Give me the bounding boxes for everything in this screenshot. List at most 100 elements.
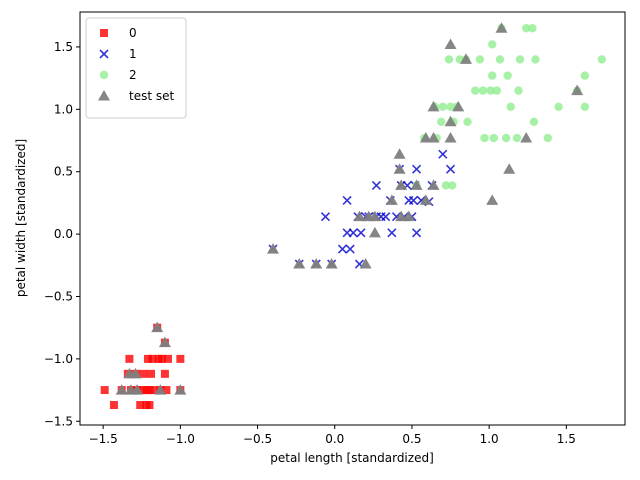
- y-tick-label: −0.5: [44, 289, 73, 303]
- data-point-series-test-set: [131, 384, 144, 395]
- data-point-series-2: [597, 55, 607, 64]
- data-point-series-2: [506, 102, 515, 112]
- data-point-series-test-set: [427, 179, 440, 190]
- data-point-series-0: [125, 354, 134, 363]
- data-point-series-0: [164, 354, 173, 363]
- y-tick-label: 0.5: [54, 165, 73, 179]
- data-point-series-2: [486, 86, 495, 95]
- legend-box: [85, 17, 187, 119]
- data-point-series-test-set: [452, 100, 465, 112]
- y-axis-ticks: −1.5 −1.0 −0.5 0.0 0.5 1.0 1.5: [44, 40, 80, 428]
- data-point-series-2: [528, 24, 537, 33]
- legend-marker-test-set: [98, 90, 110, 101]
- legend-marker-0: [100, 29, 108, 37]
- data-point-series-test-set: [174, 384, 187, 395]
- data-point-series-1: [348, 228, 358, 238]
- data-point-series-2: [438, 102, 448, 112]
- legend-marker-1: [99, 49, 109, 59]
- data-point-series-1: [387, 228, 397, 238]
- data-point-series-0: [143, 354, 152, 363]
- data-point-series-test-set: [444, 132, 457, 143]
- data-point-series-2: [554, 102, 563, 112]
- data-point-series-1: [342, 195, 352, 205]
- data-point-series-test-set: [402, 210, 415, 222]
- data-point-series-1: [445, 164, 456, 174]
- data-point-series-2: [515, 55, 525, 64]
- y-tick-label: 0.0: [54, 227, 73, 241]
- data-point-series-2: [521, 24, 531, 33]
- y-tick-label: −1.5: [44, 414, 73, 428]
- data-point-series-test-set: [410, 179, 423, 190]
- legend-marker-2: [99, 70, 109, 80]
- data-point-series-test-set: [427, 132, 440, 143]
- x-tick-label: 0.5: [402, 432, 421, 446]
- data-point-series-2: [580, 102, 590, 112]
- data-point-series-test-set: [151, 321, 164, 333]
- x-tick-label: 1.0: [480, 432, 499, 446]
- data-point-series-test-set: [353, 210, 366, 222]
- data-point-series-test-set: [266, 243, 279, 254]
- data-point-series-test-set: [571, 84, 584, 96]
- data-point-series-1: [345, 244, 355, 254]
- data-point-series-0: [109, 401, 118, 410]
- data-point-series-2: [488, 40, 497, 49]
- data-point-series-2: [514, 86, 523, 95]
- data-point-series-1: [371, 180, 381, 191]
- data-point-series-2: [447, 181, 457, 190]
- data-point-series-2: [503, 71, 512, 80]
- data-point-series-2: [475, 55, 485, 64]
- data-point-series-test-set: [158, 336, 171, 348]
- y-tick-label: 1.5: [54, 40, 73, 54]
- data-point-series-test-set: [293, 258, 306, 269]
- data-point-series-2: [471, 86, 480, 95]
- data-point-series-2: [531, 55, 540, 64]
- legend-label: 0: [129, 26, 137, 40]
- x-axis-label: petal length [standardized]: [270, 451, 434, 465]
- points-layer: [100, 22, 607, 410]
- data-point-series-test-set: [427, 100, 440, 112]
- data-point-series-0: [139, 369, 148, 378]
- data-point-series-0: [147, 369, 156, 378]
- data-point-series-2: [492, 86, 502, 95]
- data-point-series-test-set: [393, 148, 406, 159]
- data-point-series-test-set: [385, 194, 398, 205]
- data-point-series-2: [580, 71, 590, 80]
- data-point-series-1: [381, 212, 391, 222]
- data-point-series-test-set: [520, 132, 533, 143]
- data-point-series-test-set: [359, 258, 372, 269]
- data-point-series-0: [145, 386, 154, 395]
- data-point-series-test-set: [495, 22, 508, 33]
- legend-entries: 0 1 2 test set: [98, 26, 174, 103]
- data-point-series-2: [437, 117, 446, 127]
- data-point-series-test-set: [368, 226, 381, 238]
- data-point-series-test-set: [503, 163, 516, 174]
- data-point-series-test-set: [115, 384, 128, 395]
- plot-frame: [79, 11, 626, 426]
- data-point-series-2: [488, 71, 497, 80]
- legend-label: 1: [129, 47, 137, 61]
- legend-label: test set: [129, 89, 174, 103]
- data-point-series-2: [478, 86, 488, 95]
- data-point-series-2: [463, 117, 472, 127]
- data-point-series-2: [512, 133, 522, 143]
- data-point-series-0: [157, 354, 166, 363]
- data-point-series-0: [137, 386, 146, 395]
- data-point-series-0: [136, 401, 145, 410]
- data-point-series-test-set: [393, 163, 406, 174]
- data-point-series-2: [501, 133, 511, 143]
- y-tick-label: 1.0: [54, 102, 73, 116]
- data-point-series-test-set: [129, 367, 142, 379]
- data-point-series-1: [412, 228, 422, 238]
- data-point-series-0: [176, 354, 185, 363]
- data-point-series-1: [337, 244, 348, 254]
- x-tick-label: −0.5: [243, 432, 272, 446]
- data-point-series-0: [162, 386, 171, 395]
- data-point-series-2: [444, 55, 454, 64]
- data-point-series-2: [441, 181, 451, 190]
- data-point-series-test-set: [395, 179, 408, 190]
- data-point-series-2: [529, 117, 539, 127]
- data-point-series-0: [145, 401, 154, 410]
- data-point-series-1: [412, 164, 422, 174]
- data-point-series-1: [408, 195, 419, 205]
